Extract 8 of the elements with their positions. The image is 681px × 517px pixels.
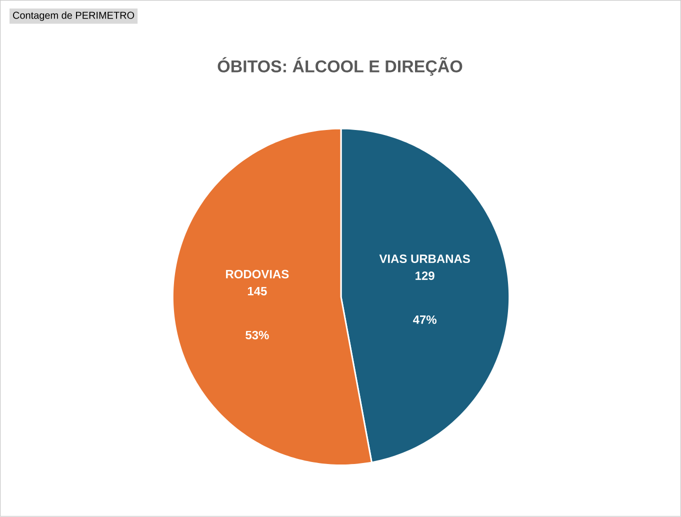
data-label: 145 [248, 287, 267, 296]
text: 47% [413, 316, 436, 324]
text: 53% [246, 330, 269, 340]
slice-label: VIAS URBANAS [379, 254, 470, 264]
chart-title: ÓBITOS: ÁLCOOL E DIREÇÃO [218, 57, 462, 76]
text: Contagem de PERIMETRO [13, 12, 134, 21]
data-label: 129 [416, 272, 434, 280]
slice-label: RODOVIAS [226, 270, 289, 279]
